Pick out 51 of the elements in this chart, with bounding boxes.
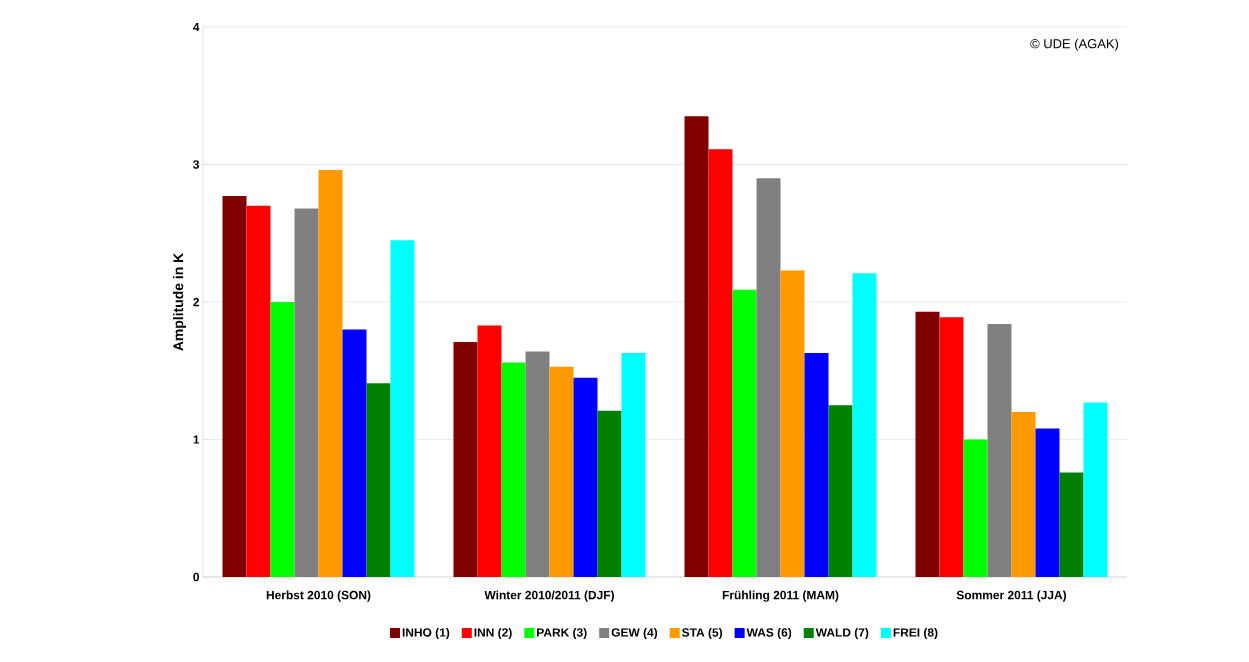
legend-label: GEW (4) [611, 627, 658, 640]
legend-label: WALD (7) [815, 627, 869, 640]
bar [852, 273, 877, 577]
x-tick-label: Frühling 2011 (MAM) [722, 590, 839, 602]
y-tick-label: 1 [193, 435, 200, 444]
bar [804, 352, 829, 577]
bar [342, 329, 367, 577]
bar [708, 149, 733, 577]
bar [780, 270, 805, 577]
bar [246, 205, 271, 577]
y-tick-label: 4 [193, 22, 200, 32]
x-tick-label: Winter 2010/2011 (DJF) [484, 590, 614, 602]
bar [1083, 402, 1108, 577]
bar [963, 439, 988, 577]
bar [756, 178, 781, 577]
bar [294, 208, 319, 577]
bar [366, 383, 391, 577]
y-axis-title: Amplitude in K [172, 252, 186, 351]
annotation: © UDE (AGAK) [1030, 38, 1119, 51]
bar [939, 317, 964, 577]
bar [1011, 412, 1036, 577]
bar [1035, 428, 1060, 577]
bar [828, 405, 853, 577]
y-tick-label: 3 [193, 160, 200, 169]
bar [732, 289, 757, 577]
legend-label: FREI (8) [893, 627, 938, 640]
legend-label: STA (5) [682, 627, 723, 640]
bar [525, 351, 550, 577]
bar [477, 325, 502, 577]
bar [597, 410, 622, 577]
y-tick-label: 2 [193, 297, 200, 307]
bar [987, 324, 1012, 577]
legend-label: WAS (6) [746, 627, 792, 640]
legend-label: PARK (3) [537, 627, 587, 640]
bar [573, 377, 598, 577]
bar [1059, 472, 1084, 577]
legend-label: INHO (1) [402, 627, 450, 640]
bar [318, 170, 343, 577]
bar [501, 362, 526, 577]
x-tick-label: Sommer 2011 (JJA) [956, 590, 1067, 602]
legend-label: INN (2) [474, 627, 512, 640]
bar [549, 366, 574, 577]
bar [621, 352, 646, 577]
bar [270, 302, 295, 577]
bar [684, 116, 709, 577]
bar [222, 196, 247, 577]
y-tick-label: 0 [193, 572, 199, 582]
bar [390, 240, 415, 577]
x-tick-label: Herbst 2010 (SON) [266, 590, 371, 602]
bar [915, 311, 940, 577]
bar [453, 341, 478, 577]
